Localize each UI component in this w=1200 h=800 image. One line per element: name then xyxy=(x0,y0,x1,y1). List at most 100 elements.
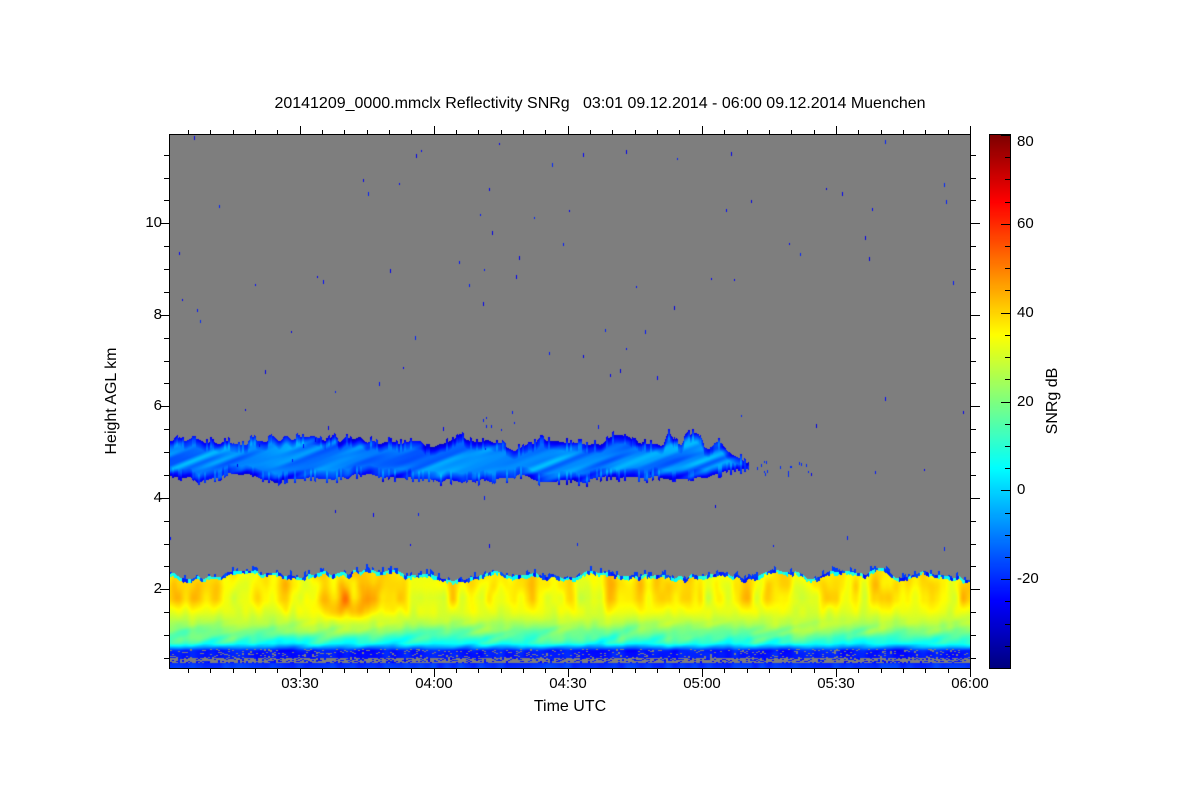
y-minor-tick xyxy=(971,383,976,384)
colorbar-major-tick xyxy=(1001,402,1010,403)
x-minor-tick xyxy=(501,130,502,134)
x-major-tick xyxy=(702,669,703,677)
x-minor-tick xyxy=(769,669,770,673)
x-minor-tick xyxy=(255,130,256,134)
y-minor-tick xyxy=(971,566,976,567)
x-minor-tick xyxy=(635,130,636,134)
y-tick-label: 2 xyxy=(153,580,162,597)
y-minor-tick xyxy=(971,292,976,293)
x-minor-tick xyxy=(925,130,926,134)
x-minor-tick xyxy=(791,130,792,134)
x-tick-label: 04:00 xyxy=(415,675,453,692)
y-minor-tick xyxy=(164,361,169,362)
y-minor-tick xyxy=(164,269,169,270)
y-major-tick xyxy=(971,406,980,407)
x-minor-tick xyxy=(679,669,680,673)
y-major-tick xyxy=(971,315,980,316)
y-minor-tick xyxy=(164,246,169,247)
y-minor-tick xyxy=(971,635,976,636)
x-minor-tick xyxy=(389,669,390,673)
y-major-tick xyxy=(971,498,980,499)
y-minor-tick xyxy=(164,429,169,430)
colorbar-tick-label: 0 xyxy=(1017,481,1026,498)
x-minor-tick xyxy=(188,130,189,134)
x-minor-tick xyxy=(478,669,479,673)
colorbar-minor-tick xyxy=(1005,268,1010,269)
colorbar-tick-label: -20 xyxy=(1017,570,1039,587)
x-tick-label: 04:30 xyxy=(549,675,587,692)
y-minor-tick xyxy=(164,292,169,293)
y-minor-tick xyxy=(971,544,976,545)
x-tick-label: 06:00 xyxy=(951,675,989,692)
x-minor-tick xyxy=(858,130,859,134)
colorbar-minor-tick xyxy=(1005,179,1010,180)
colorbar-minor-tick xyxy=(1005,335,1010,336)
y-minor-tick xyxy=(971,452,976,453)
colorbar-major-tick xyxy=(1001,135,1010,136)
y-minor-tick xyxy=(971,338,976,339)
colorbar-tick-label: 20 xyxy=(1017,393,1034,410)
colorbar-tick-label: 80 xyxy=(1017,133,1034,150)
plot-area xyxy=(169,134,971,669)
x-minor-tick xyxy=(367,669,368,673)
colorbar-major-tick xyxy=(1001,224,1010,225)
x-minor-tick xyxy=(724,130,725,134)
y-minor-tick xyxy=(971,612,976,613)
x-minor-tick xyxy=(747,130,748,134)
y-major-tick xyxy=(971,223,980,224)
x-major-tick xyxy=(300,126,301,134)
x-minor-tick xyxy=(322,669,323,673)
colorbar-minor-tick xyxy=(1005,379,1010,380)
y-minor-tick xyxy=(971,269,976,270)
y-minor-tick xyxy=(164,658,169,659)
x-minor-tick xyxy=(657,669,658,673)
x-minor-tick xyxy=(545,130,546,134)
colorbar-minor-tick xyxy=(1005,157,1010,158)
y-minor-tick xyxy=(164,612,169,613)
colorbar-minor-tick xyxy=(1005,513,1010,514)
x-tick-label: 03:30 xyxy=(281,675,319,692)
y-minor-tick xyxy=(164,155,169,156)
y-minor-tick xyxy=(971,658,976,659)
x-minor-tick xyxy=(590,669,591,673)
y-minor-tick xyxy=(164,383,169,384)
colorbar-major-tick xyxy=(1001,313,1010,314)
y-minor-tick xyxy=(971,178,976,179)
x-minor-tick xyxy=(769,130,770,134)
colorbar-minor-tick xyxy=(1005,624,1010,625)
y-major-tick xyxy=(971,589,980,590)
x-minor-tick xyxy=(858,669,859,673)
x-minor-tick xyxy=(456,130,457,134)
y-minor-tick xyxy=(971,475,976,476)
y-tick-label: 8 xyxy=(153,306,162,323)
colorbar-minor-tick xyxy=(1005,468,1010,469)
colorbar-major-tick xyxy=(1001,490,1010,491)
y-minor-tick xyxy=(164,200,169,201)
x-minor-tick xyxy=(411,130,412,134)
y-major-tick xyxy=(160,406,169,407)
y-minor-tick xyxy=(164,452,169,453)
x-minor-tick xyxy=(724,669,725,673)
colorbar-tick-label: 60 xyxy=(1017,215,1034,232)
x-minor-tick xyxy=(881,669,882,673)
x-minor-tick xyxy=(881,130,882,134)
x-minor-tick xyxy=(344,130,345,134)
x-major-tick xyxy=(300,669,301,677)
x-minor-tick xyxy=(590,130,591,134)
x-tick-label: 05:00 xyxy=(683,675,721,692)
colorbar-minor-tick xyxy=(1005,424,1010,425)
colorbar-minor-tick xyxy=(1005,646,1010,647)
y-tick-label: 6 xyxy=(153,397,162,414)
colorbar-title: SNRg dB xyxy=(1044,367,1061,435)
colorbar-major-tick xyxy=(1001,579,1010,580)
colorbar-minor-tick xyxy=(1005,357,1010,358)
y-minor-tick xyxy=(971,361,976,362)
x-minor-tick xyxy=(501,669,502,673)
x-minor-tick xyxy=(255,669,256,673)
heatmap-canvas xyxy=(170,135,970,668)
x-minor-tick xyxy=(210,130,211,134)
y-minor-tick xyxy=(164,338,169,339)
y-minor-tick xyxy=(971,521,976,522)
y-major-tick xyxy=(160,589,169,590)
